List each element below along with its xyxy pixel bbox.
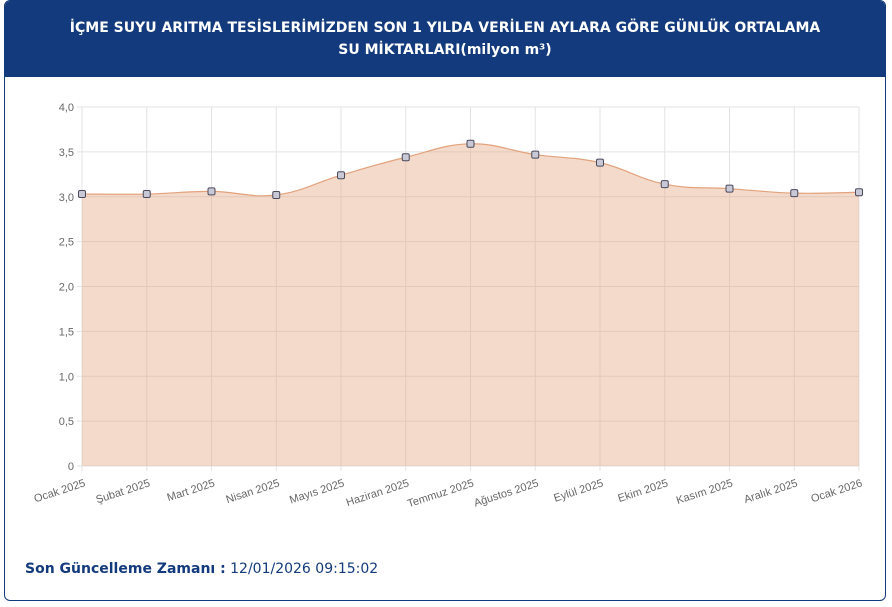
x-tick-label: Eylül 2025 (552, 477, 605, 504)
x-tick-label: Aralık 2025 (743, 477, 800, 506)
update-value: 12/01/2026 09:15:02 (230, 561, 379, 577)
x-tick-label: Kasım 2025 (675, 477, 735, 507)
point (596, 158, 604, 167)
x-tick-label: Mayıs 2025 (288, 477, 346, 506)
x-tick-label: Temmuz 2025 (406, 477, 475, 510)
point (660, 180, 669, 189)
y-tick-label: 0 (68, 461, 74, 473)
update-label: Son Güncelleme Zamanı : (25, 561, 226, 577)
point (78, 190, 86, 199)
x-tick-label: Ocak 2026 (810, 477, 864, 505)
y-tick-label: 1,0 (59, 371, 74, 383)
point (531, 150, 540, 159)
point (337, 171, 345, 180)
y-tick-label: 3,5 (59, 147, 74, 159)
y-tick-label: 4,0 (59, 102, 74, 114)
y-tick-label: 2,0 (59, 282, 74, 294)
y-tick-label: 1,5 (59, 326, 74, 338)
point (790, 189, 799, 198)
y-tick-label: 0,5 (59, 416, 74, 428)
point (142, 190, 151, 199)
x-tick-label: Haziran 2025 (345, 477, 411, 509)
x-tick-label: Nisan 2025 (225, 477, 282, 506)
update-info: Son Güncelleme Zamanı : 12/01/2026 09:15… (25, 561, 378, 577)
x-tick-label: Ağustos 2025 (472, 477, 540, 509)
point (401, 153, 410, 162)
x-tick-label: Ocak 2025 (33, 477, 87, 505)
point (272, 190, 281, 199)
x-tick-label: Mart 2025 (166, 477, 217, 504)
x-tick-label: Ekim 2025 (617, 477, 670, 504)
chart-title: İÇME SUYU ARITMA TESİSLERİMİZDEN SON 1 Y… (5, 1, 885, 77)
y-tick-label: 3,0 (59, 192, 74, 204)
area (82, 143, 859, 466)
x-tick-label: Şubat 2025 (94, 477, 151, 506)
point (855, 188, 863, 197)
point (466, 139, 475, 148)
point (207, 187, 216, 196)
card: İÇME SUYU ARITMA TESİSLERİMİZDEN SON 1 Y… (4, 0, 886, 601)
point (725, 184, 734, 193)
y-tick-label: 2,5 (59, 237, 74, 249)
